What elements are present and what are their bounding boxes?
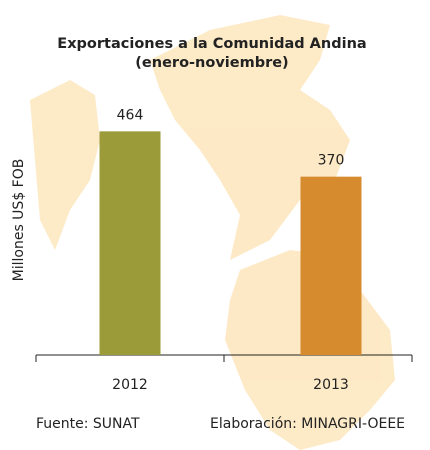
footer-source: Fuente: SUNAT bbox=[36, 416, 140, 432]
value-label: 370 bbox=[318, 153, 345, 169]
value-label: 464 bbox=[117, 107, 144, 123]
x-tick-label: 2013 bbox=[313, 377, 349, 393]
bar bbox=[300, 176, 362, 355]
footer-credit: Elaboración: MINAGRI-OEEE bbox=[210, 416, 405, 432]
chart-title: Exportaciones a la Comunidad Andina bbox=[57, 36, 366, 52]
x-tick-label: 2012 bbox=[112, 377, 148, 393]
chart-subtitle: (enero-noviembre) bbox=[135, 55, 288, 71]
y-axis-label: Millones US$ FOB bbox=[11, 159, 27, 282]
bar bbox=[99, 131, 161, 355]
